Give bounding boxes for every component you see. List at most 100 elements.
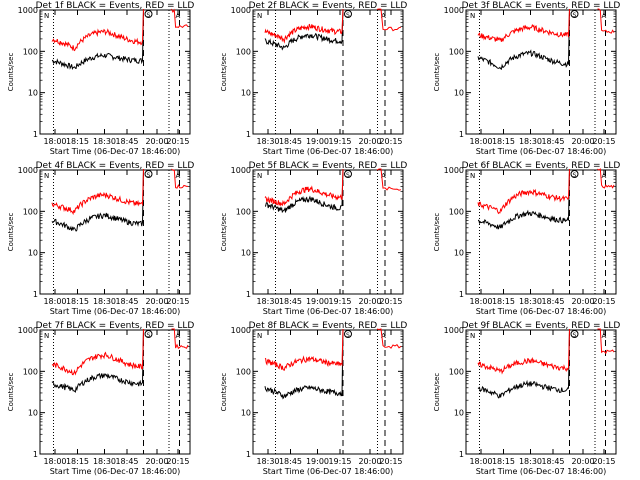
marker-s: S xyxy=(573,12,577,19)
panel-3: Det 3f BLACK = Events, RED = LLD 1 10 100 10… xyxy=(433,1,620,156)
x-tick-label: 18:30 xyxy=(93,297,116,306)
x-tick-label: 18:45 xyxy=(541,297,564,306)
x-tick-label: 20:15 xyxy=(592,137,615,146)
y-axis-label: Counts/sec xyxy=(433,53,441,92)
panel-8: Det 8f BLACK = Events, RED = LLD 1 10 100 10… xyxy=(220,321,407,476)
plot-frame xyxy=(465,169,617,295)
plot-frame xyxy=(252,169,404,295)
saa-marker-icon xyxy=(344,330,352,338)
marker-n: N xyxy=(44,12,49,20)
y-tick-label: 1 xyxy=(459,450,464,459)
plot-frame xyxy=(39,9,191,135)
marker-a: A xyxy=(602,172,607,180)
y-tick-label: 100 xyxy=(23,47,38,56)
x-axis-label: Start Time (06-Dec-07 18:46:00) xyxy=(476,147,607,156)
marker-a: A xyxy=(381,12,386,20)
marker-a: A xyxy=(176,12,181,20)
panel-title: Det 2f BLACK = Events, RED = LLD xyxy=(249,1,408,11)
x-tick-label: 18:15 xyxy=(492,457,515,466)
lld-series-line xyxy=(477,8,570,42)
lld-series-line xyxy=(264,328,344,371)
marker-n: N xyxy=(470,12,475,20)
x-tick-label: 19:15 xyxy=(328,297,351,306)
y-tick-label: 10 xyxy=(28,409,38,418)
events-series-line xyxy=(477,168,570,230)
lld-series-late-segment xyxy=(171,168,188,189)
lld-series-line xyxy=(264,168,344,207)
x-tick-label: 20:00 xyxy=(145,297,168,306)
marker-a: A xyxy=(381,172,386,180)
saa-marker-icon xyxy=(144,10,153,18)
lld-series-late-segment xyxy=(597,328,615,355)
x-tick-label: 19:00 xyxy=(306,137,329,146)
x-tick-label: 18:45 xyxy=(115,297,138,306)
x-tick-label: 18:45 xyxy=(541,457,564,466)
marker-n: N xyxy=(257,172,262,180)
y-tick-label: 1 xyxy=(246,450,251,459)
y-tick-label: 100 xyxy=(449,367,464,376)
x-tick-label: 18:00 xyxy=(469,137,492,146)
plot-frame xyxy=(252,329,404,455)
panel-title: Det 3f BLACK = Events, RED = LLD xyxy=(462,1,621,11)
x-tick-label: 20:15 xyxy=(379,137,402,146)
x-tick-label: 19:00 xyxy=(306,297,329,306)
marker-s: S xyxy=(147,12,151,19)
panel-title: Det 9f BLACK = Events, RED = LLD xyxy=(462,321,621,331)
y-tick-label: 100 xyxy=(236,47,251,56)
x-tick-label: 19:00 xyxy=(306,457,329,466)
x-tick-label: 18:45 xyxy=(279,457,302,466)
x-tick-label: 20:00 xyxy=(571,297,594,306)
lld-series-late-segment xyxy=(597,8,615,34)
y-tick-label: 1000 xyxy=(18,6,38,15)
plot-frame xyxy=(465,9,617,135)
y-tick-label: 1 xyxy=(33,130,38,139)
events-series-line xyxy=(264,328,344,400)
panel-title: Det 5f BLACK = Events, RED = LLD xyxy=(249,161,408,171)
marker-n: N xyxy=(470,332,475,340)
y-axis-label: Counts/sec xyxy=(7,213,15,252)
marker-n: N xyxy=(44,332,49,340)
x-tick-label: 18:30 xyxy=(256,297,279,306)
y-tick-label: 1000 xyxy=(444,166,464,175)
x-tick-label: 20:15 xyxy=(166,137,189,146)
lld-series-late-segment xyxy=(376,8,402,32)
events-series-line xyxy=(264,8,344,51)
y-tick-label: 100 xyxy=(23,367,38,376)
y-tick-label: 100 xyxy=(449,47,464,56)
y-axis-label: Counts/sec xyxy=(220,373,228,412)
y-tick-label: 1000 xyxy=(444,6,464,15)
x-tick-label: 18:30 xyxy=(519,297,542,306)
x-axis-label: Start Time (06-Dec-07 18:46:00) xyxy=(50,467,181,476)
x-tick-label: 18:00 xyxy=(43,297,66,306)
y-tick-label: 1000 xyxy=(18,326,38,335)
lld-series-line xyxy=(477,168,570,215)
y-tick-label: 10 xyxy=(454,249,464,258)
x-axis-label: Start Time (06-Dec-07 18:46:00) xyxy=(263,147,394,156)
x-axis-label: Start Time (06-Dec-07 18:46:00) xyxy=(263,307,394,316)
lld-series-line xyxy=(51,328,144,376)
y-tick-label: 10 xyxy=(454,89,464,98)
marker-a: A xyxy=(176,332,181,340)
x-tick-label: 18:00 xyxy=(469,297,492,306)
saa-marker-icon xyxy=(144,170,153,178)
x-tick-label: 18:15 xyxy=(66,457,89,466)
panel-title: Det 8f BLACK = Events, RED = LLD xyxy=(249,321,408,331)
x-tick-label: 18:45 xyxy=(541,137,564,146)
saa-marker-icon xyxy=(570,10,579,18)
marker-n: N xyxy=(44,172,49,180)
y-tick-label: 1000 xyxy=(231,6,251,15)
saa-marker-icon xyxy=(570,170,579,178)
y-tick-label: 1000 xyxy=(444,326,464,335)
x-tick-label: 18:45 xyxy=(115,137,138,146)
x-tick-label: 20:00 xyxy=(571,457,594,466)
x-tick-label: 20:00 xyxy=(145,457,168,466)
plot-frame xyxy=(252,9,404,135)
y-tick-label: 1 xyxy=(246,130,251,139)
x-tick-label: 18:45 xyxy=(279,297,302,306)
x-tick-label: 18:15 xyxy=(492,297,515,306)
x-axis-label: Start Time (06-Dec-07 18:46:00) xyxy=(476,307,607,316)
lld-series-line xyxy=(51,168,144,216)
y-axis-label: Counts/sec xyxy=(7,53,15,92)
x-tick-label: 18:15 xyxy=(66,137,89,146)
